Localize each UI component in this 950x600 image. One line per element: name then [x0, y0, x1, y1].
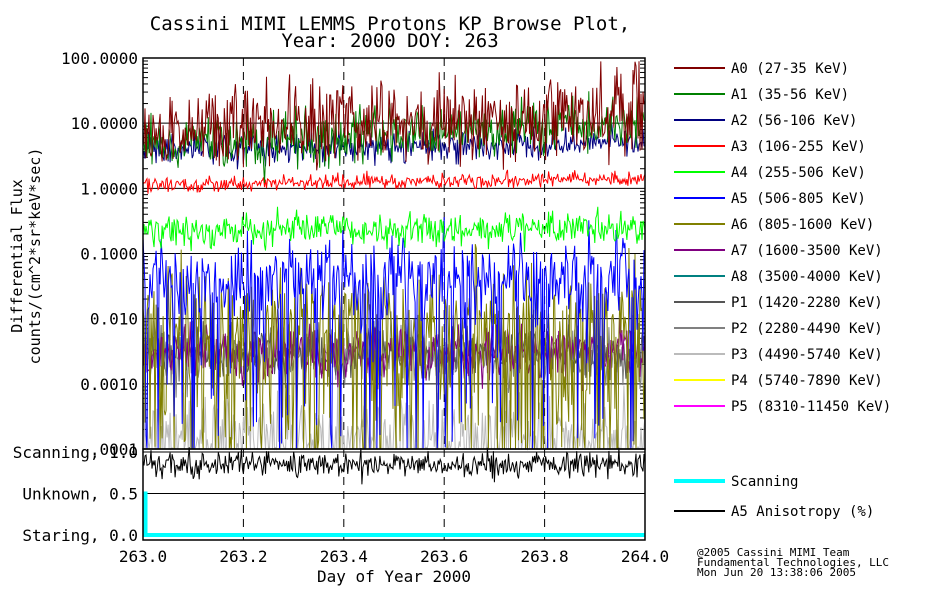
legend-label: P2 (2280-4490 KeV) — [731, 321, 883, 337]
x-tick-label: 263.6 — [420, 547, 468, 566]
y-tick-label: .0001 — [90, 440, 138, 459]
lower-legend-label: Scanning — [731, 474, 798, 490]
y-axis-label-line1: Differential Flux — [8, 179, 26, 333]
legend-label: A7 (1600-3500 KeV) — [731, 243, 883, 259]
series-line — [142, 216, 646, 450]
lower-legend: Scanning A5 Anisotropy (%) — [674, 474, 874, 520]
lower-panel-frame — [142, 448, 646, 541]
x-tick-label: 263.2 — [219, 547, 267, 566]
legend-label: A2 (56-106 KeV) — [731, 113, 857, 129]
anisotropy-line — [142, 447, 646, 485]
series-line — [142, 169, 646, 194]
y-tick-label: 10.0000 — [71, 114, 138, 133]
y-tick-label: 0.010 — [90, 310, 138, 329]
legend-label: A3 (106-255 KeV) — [731, 139, 866, 155]
lower-y-tick-label: Scanning, 1.0 — [13, 443, 138, 462]
legend-label: A0 (27-35 KeV) — [731, 61, 849, 77]
credit-line-2: Fundamental Technologies, LLC — [697, 556, 889, 569]
lower-y-axis-tick-labels: Scanning, 1.0 Unknown, 0.5 Staring, 0.0 — [13, 443, 138, 545]
legend-label: A4 (255-506 KeV) — [731, 165, 866, 181]
x-tick-label: 263.0 — [119, 547, 167, 566]
flux-series — [142, 61, 646, 451]
x-tick-label: 263.4 — [320, 547, 368, 566]
legend-label: A5 (506-805 KeV) — [731, 191, 866, 207]
x-tick-label: 264.0 — [621, 547, 669, 566]
lower-y-tick-label: Unknown, 0.5 — [22, 485, 138, 504]
credit-line-3: Mon Jun 20 13:38:06 2005 — [697, 566, 856, 579]
y-tick-label: 0.1000 — [80, 245, 138, 264]
lower-legend-label: A5 Anisotropy (%) — [731, 504, 874, 520]
x-axis-tick-labels: 263.0 263.2 263.4 263.6 263.8 264.0 — [119, 547, 669, 566]
credit-line-1: @2005 Cassini MIMI Team — [697, 546, 850, 559]
x-axis-label: Day of Year 2000 — [317, 567, 471, 586]
chart-title: Cassini MIMI LEMMS Protons KP Browse Plo… — [150, 13, 630, 35]
series-line — [142, 206, 646, 252]
legend-label: A6 (805-1600 KeV) — [731, 217, 874, 233]
y-tick-label: 100.0000 — [61, 49, 138, 68]
lower-y-tick-label: Staring, 0.0 — [22, 526, 138, 545]
chart-subtitle: Year: 2000 DOY: 263 — [281, 30, 498, 52]
lower-panel-series — [142, 447, 646, 537]
legend: A0 (27-35 KeV) A1 (35-56 KeV) A2 (56-106 K… — [674, 61, 891, 415]
legend-label: P1 (1420-2280 KeV) — [731, 295, 883, 311]
y-axis-tick-labels: 100.0000 10.0000 1.0000 0.1000 0.010 0.0010 .0… — [61, 49, 138, 459]
legend-label: P4 (5740-7890 KeV) — [731, 373, 883, 389]
legend-label: P3 (4490-5740 KeV) — [731, 347, 883, 363]
y-tick-label: 0.0010 — [80, 375, 138, 394]
legend-label: A1 (35-56 KeV) — [731, 87, 849, 103]
y-tick-label: 1.0000 — [80, 179, 138, 198]
series-line — [142, 61, 646, 171]
x-tick-label: 263.8 — [521, 547, 569, 566]
y-axis-label-line2: counts/(cm^2*sr*keV*sec) — [26, 148, 44, 365]
scanning-line — [143, 491, 645, 537]
legend-label: A8 (3500-4000 KeV) — [731, 269, 883, 285]
legend-label: P5 (8310-11450 KeV) — [731, 399, 891, 415]
